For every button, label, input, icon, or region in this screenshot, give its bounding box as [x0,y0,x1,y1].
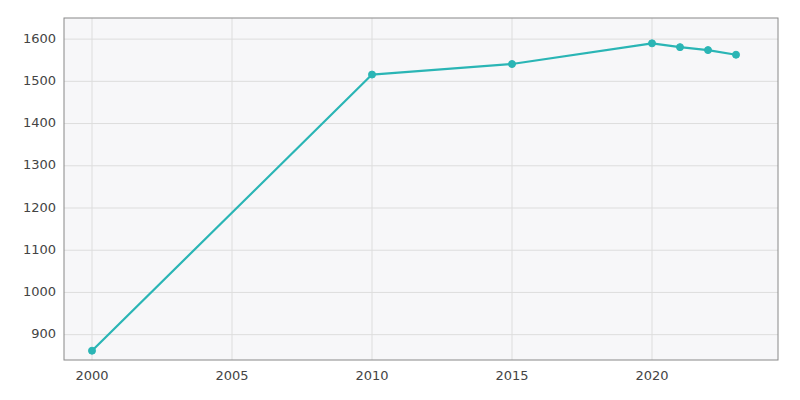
x-tick-label: 2010 [355,368,388,383]
y-grid-line [64,165,778,166]
marker [733,51,740,58]
y-tick-label: 1100 [23,242,56,257]
marker [649,40,656,47]
y-tick-label: 900 [31,326,56,341]
y-grid-line [64,292,778,293]
x-tick-label: 2020 [635,368,668,383]
chart: 2000 2005 2010 2015 2020 900 1000 1100 1200 1300 1… [0,0,800,400]
tick-labels: 2000 2005 2010 2015 2020 900 1000 1100 1200 1300 1… [23,31,669,383]
x-grid-line [372,18,373,360]
y-grid-line [64,39,778,40]
x-tick-label: 2005 [215,368,248,383]
y-tick-label: 1300 [23,157,56,172]
x-grid-line [512,18,513,360]
y-grid-line [64,250,778,251]
marker [509,61,516,68]
y-tick-label: 1400 [23,115,56,130]
marker [705,47,712,54]
x-grid-line [92,18,93,360]
y-grid-line [64,123,778,124]
y-tick-label: 1000 [23,284,56,299]
marker [369,71,376,78]
y-tick-label: 1600 [23,31,56,46]
chart-container: 2000 2005 2010 2015 2020 900 1000 1100 1200 1300 1… [0,0,800,400]
x-tick-label: 2015 [495,368,528,383]
plot-frame [64,18,778,360]
marker [89,347,96,354]
plot-area [64,18,778,360]
y-grid-line [64,81,778,82]
grid [64,18,778,360]
line [92,43,736,350]
y-tick-label: 1500 [23,73,56,88]
y-grid-line [64,334,778,335]
x-tick-label: 2000 [75,368,108,383]
y-tick-label: 1200 [23,200,56,215]
marker [677,44,684,51]
x-grid-line [652,18,653,360]
y-grid-line [64,208,778,209]
series [89,40,740,354]
x-grid-line [232,18,233,360]
